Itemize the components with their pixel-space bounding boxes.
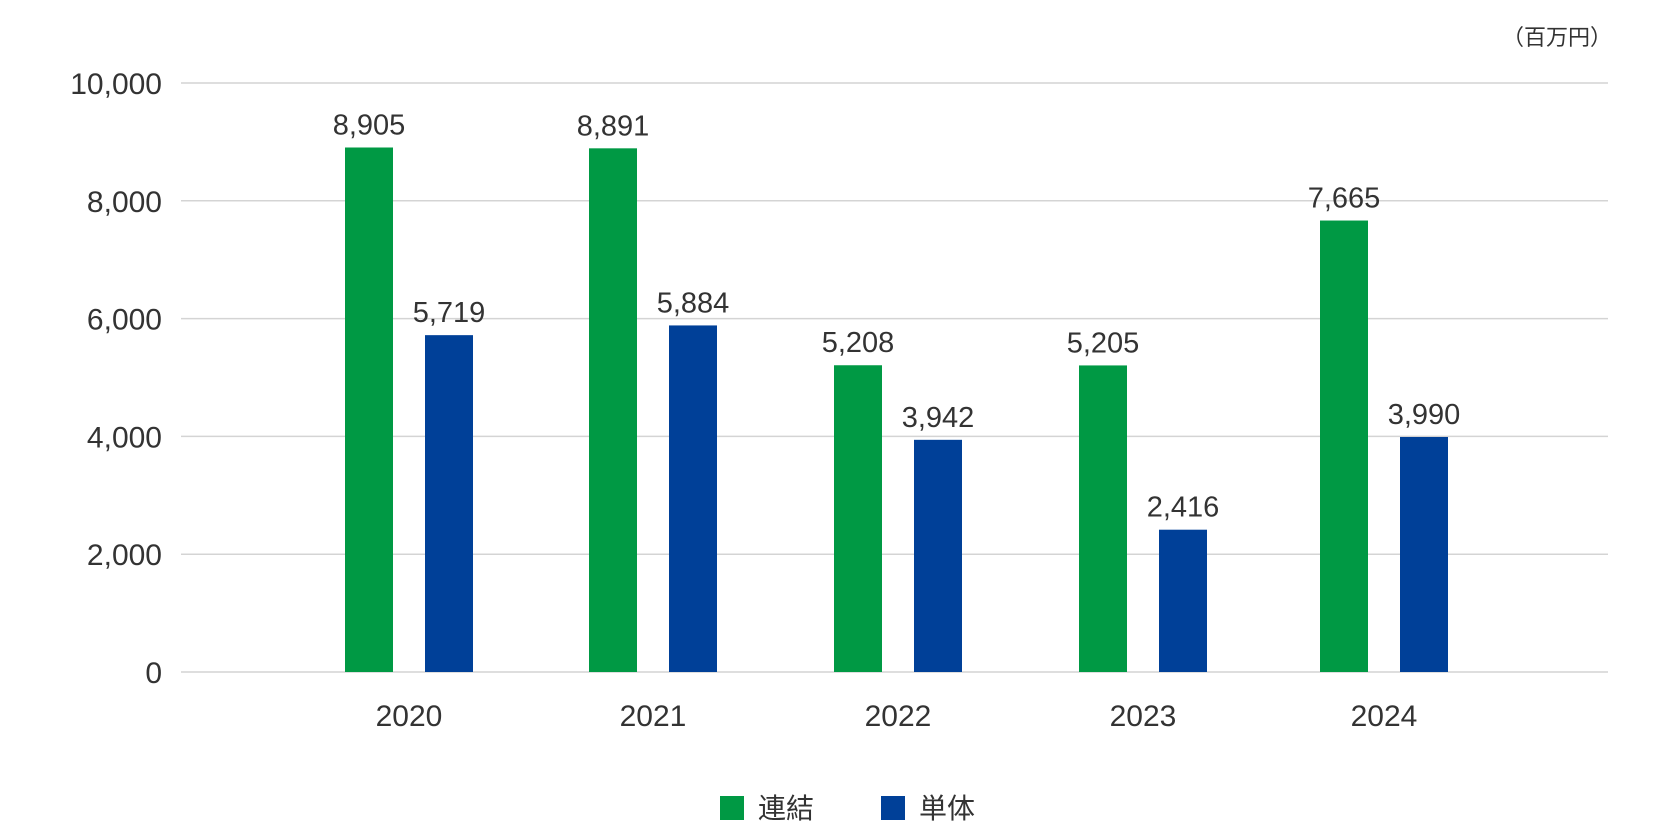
y-tick-label: 8,000 xyxy=(87,186,162,219)
legend-swatch xyxy=(881,796,905,820)
data-labels-layer: 8,905 8,891 5,208 5,205 7,665 5,719 5,884 3,942… xyxy=(333,109,1461,523)
bar-standalone-2024 xyxy=(1400,436,1448,672)
data-label: 5,205 xyxy=(1067,327,1140,359)
grid-layer xyxy=(181,82,1608,673)
x-tick-label: 2022 xyxy=(865,700,932,733)
data-label: 3,990 xyxy=(1388,399,1461,431)
y-tick-label: 2,000 xyxy=(87,539,162,572)
data-label: 5,884 xyxy=(657,287,730,319)
data-label: 8,891 xyxy=(577,110,650,142)
legend-swatch xyxy=(720,796,744,820)
bar-standalone-2023 xyxy=(1159,529,1207,672)
bar-consolidated-2022 xyxy=(834,365,882,672)
y-tick-label: 10,000 xyxy=(70,68,162,101)
x-tick-label: 2021 xyxy=(620,700,687,733)
x-tick-label: 2024 xyxy=(1351,700,1418,733)
bar-standalone-2020 xyxy=(425,335,473,672)
legend: 連結 単体 xyxy=(720,792,975,825)
unit-label: （百万円） xyxy=(1502,26,1612,51)
bar-consolidated-2021 xyxy=(589,148,637,673)
y-tick-label: 4,000 xyxy=(87,421,162,454)
bar-consolidated-2023 xyxy=(1079,365,1127,672)
bar-standalone-2022 xyxy=(914,439,962,672)
y-tick-label: 6,000 xyxy=(87,304,162,337)
bar-standalone-2021 xyxy=(669,325,717,672)
bar-consolidated-2020 xyxy=(345,147,393,673)
data-label: 2,416 xyxy=(1147,492,1220,524)
bars-layer xyxy=(345,147,1448,673)
data-label: 3,942 xyxy=(902,402,975,434)
legend-label: 単体 xyxy=(919,792,975,825)
data-label: 8,905 xyxy=(333,109,406,141)
data-label: 5,208 xyxy=(822,327,895,359)
y-axis: 0 2,000 4,000 6,000 8,000 10,000 xyxy=(70,68,162,690)
bar-consolidated-2024 xyxy=(1320,220,1368,672)
x-axis: 2020 2021 2022 2023 2024 xyxy=(376,700,1418,733)
x-tick-label: 2020 xyxy=(376,700,443,733)
x-tick-label: 2023 xyxy=(1110,700,1177,733)
data-label: 7,665 xyxy=(1308,183,1381,215)
data-label: 5,719 xyxy=(413,297,486,329)
y-tick-label: 0 xyxy=(145,657,162,690)
legend-label: 連結 xyxy=(758,792,814,825)
